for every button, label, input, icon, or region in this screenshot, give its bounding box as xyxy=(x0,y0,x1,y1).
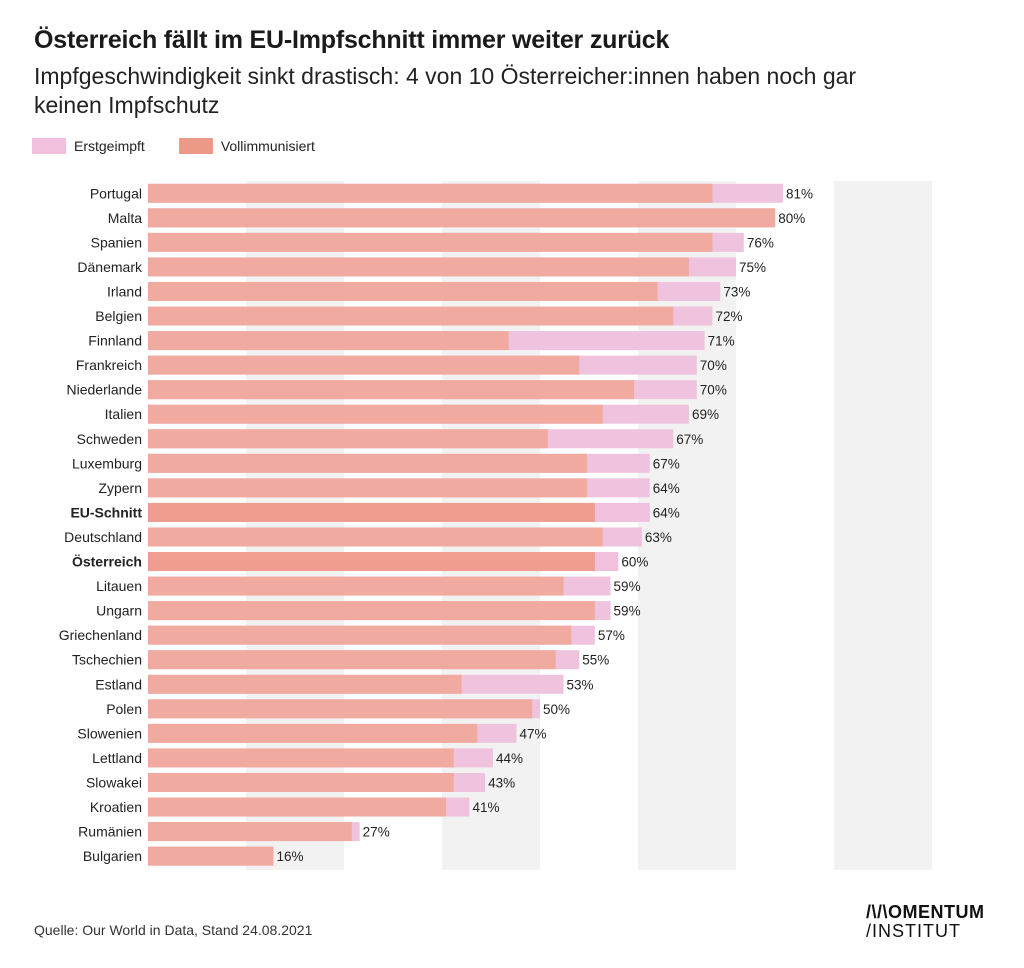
value-label: 59% xyxy=(614,579,641,594)
value-label: 67% xyxy=(676,432,703,447)
country-label: EU-Schnitt xyxy=(70,504,142,520)
bar-fully-vaccinated xyxy=(148,232,713,252)
value-label: 75% xyxy=(739,260,766,275)
value-label: 16% xyxy=(276,849,303,864)
value-label: 72% xyxy=(715,309,742,324)
country-label: Tschechien xyxy=(72,652,142,668)
legend-label-full: Vollimmunisiert xyxy=(220,138,315,154)
country-label: Slowenien xyxy=(77,725,142,741)
value-label: 50% xyxy=(543,702,570,717)
bar-fully-vaccinated xyxy=(148,797,446,817)
bar-fully-vaccinated xyxy=(148,576,564,596)
country-label: Portugal xyxy=(90,185,142,201)
bar-fully-vaccinated xyxy=(148,552,595,572)
country-label: Polen xyxy=(106,701,142,717)
value-label: 80% xyxy=(778,211,805,226)
country-label: Griechenland xyxy=(59,627,142,643)
value-label: 73% xyxy=(723,284,750,299)
value-label: 47% xyxy=(519,726,546,741)
bar-fully-vaccinated xyxy=(148,748,454,768)
value-label: 76% xyxy=(747,235,774,250)
value-label: 70% xyxy=(700,383,727,398)
bar-fully-vaccinated xyxy=(148,355,580,375)
value-label: 63% xyxy=(645,530,672,545)
country-label: Italien xyxy=(105,406,142,422)
bar-fully-vaccinated xyxy=(148,478,588,498)
country-label: Dänemark xyxy=(77,259,143,275)
value-label: 59% xyxy=(614,604,641,619)
country-label: Deutschland xyxy=(64,529,142,545)
bar-fully-vaccinated xyxy=(148,822,352,842)
country-label: Schweden xyxy=(77,431,142,447)
value-label: 53% xyxy=(567,677,594,692)
country-label: Finnland xyxy=(88,333,142,349)
bar-fully-vaccinated xyxy=(148,208,776,228)
value-label: 64% xyxy=(653,505,680,520)
bar-fully-vaccinated xyxy=(148,772,454,792)
country-label: Österreich xyxy=(72,554,142,570)
value-label: 70% xyxy=(700,358,727,373)
bar-fully-vaccinated xyxy=(148,331,509,351)
value-label: 67% xyxy=(653,456,680,471)
country-label: Irland xyxy=(107,283,142,299)
value-label: 69% xyxy=(692,407,719,422)
chart-subtitle: Impfgeschwindigkeit sinkt drastisch: 4 v… xyxy=(34,63,857,118)
chart-title: Österreich fällt im EU-Impfschnitt immer… xyxy=(34,26,670,54)
bar-fully-vaccinated xyxy=(148,404,603,424)
bar-fully-vaccinated xyxy=(148,527,603,547)
bar-fully-vaccinated xyxy=(148,183,713,203)
bar-fully-vaccinated xyxy=(148,453,588,473)
country-label: Frankreich xyxy=(76,357,142,373)
legend-swatch-full xyxy=(178,138,213,154)
bar-fully-vaccinated xyxy=(148,281,658,301)
legend-swatch-first xyxy=(32,138,66,154)
momentum-logo: /\/\OMENTUM /INSTITUT xyxy=(866,903,985,941)
value-label: 71% xyxy=(708,334,735,349)
value-label: 64% xyxy=(653,481,680,496)
country-label: Lettland xyxy=(92,750,142,766)
value-label: 27% xyxy=(363,825,390,840)
grid-band xyxy=(834,181,932,870)
bar-chart: Portugal 81% Malta 80% Spanien 76% Dänemark 75%… xyxy=(59,181,932,870)
country-label: Rumänien xyxy=(78,824,142,840)
legend: Erstgeimpft Vollimmunisiert xyxy=(32,138,349,154)
value-label: 57% xyxy=(598,628,625,643)
country-label: Spanien xyxy=(91,234,142,250)
bar-fully-vaccinated xyxy=(148,674,462,694)
source-note: Quelle: Our World in Data, Stand 24.08.2… xyxy=(34,922,313,938)
country-label: Estland xyxy=(95,676,142,692)
country-label: Litauen xyxy=(96,578,142,594)
bar-fully-vaccinated xyxy=(148,846,274,866)
bar-fully-vaccinated xyxy=(148,257,689,277)
logo-line1: /\/\OMENTUM xyxy=(866,902,985,922)
legend-label-first: Erstgeimpft xyxy=(74,138,145,154)
country-label: Ungarn xyxy=(96,603,142,619)
country-label: Niederlande xyxy=(67,382,143,398)
value-label: 81% xyxy=(786,186,813,201)
bar-fully-vaccinated xyxy=(148,380,635,400)
country-label: Bulgarien xyxy=(83,848,142,864)
logo-line2: /INSTITUT xyxy=(866,921,961,941)
country-label: Kroatien xyxy=(90,799,142,815)
country-label: Zypern xyxy=(98,480,142,496)
country-label: Slowakei xyxy=(86,774,142,790)
bar-fully-vaccinated xyxy=(148,601,595,621)
bar-fully-vaccinated xyxy=(148,699,533,719)
value-label: 41% xyxy=(472,800,499,815)
country-label: Malta xyxy=(108,210,142,226)
country-label: Belgien xyxy=(95,308,142,324)
value-label: 60% xyxy=(621,555,648,570)
bar-fully-vaccinated xyxy=(148,306,674,326)
bar-fully-vaccinated xyxy=(148,625,572,645)
bar-fully-vaccinated xyxy=(148,723,478,743)
bar-fully-vaccinated xyxy=(148,429,548,449)
value-label: 43% xyxy=(488,775,515,790)
value-label: 55% xyxy=(582,653,609,668)
legend-item-first: Erstgeimpft xyxy=(32,138,145,154)
bar-fully-vaccinated xyxy=(148,502,595,522)
country-label: Luxemburg xyxy=(72,455,142,471)
legend-item-full: Vollimmunisiert xyxy=(178,138,315,154)
bar-fully-vaccinated xyxy=(148,650,556,670)
value-label: 44% xyxy=(496,751,523,766)
